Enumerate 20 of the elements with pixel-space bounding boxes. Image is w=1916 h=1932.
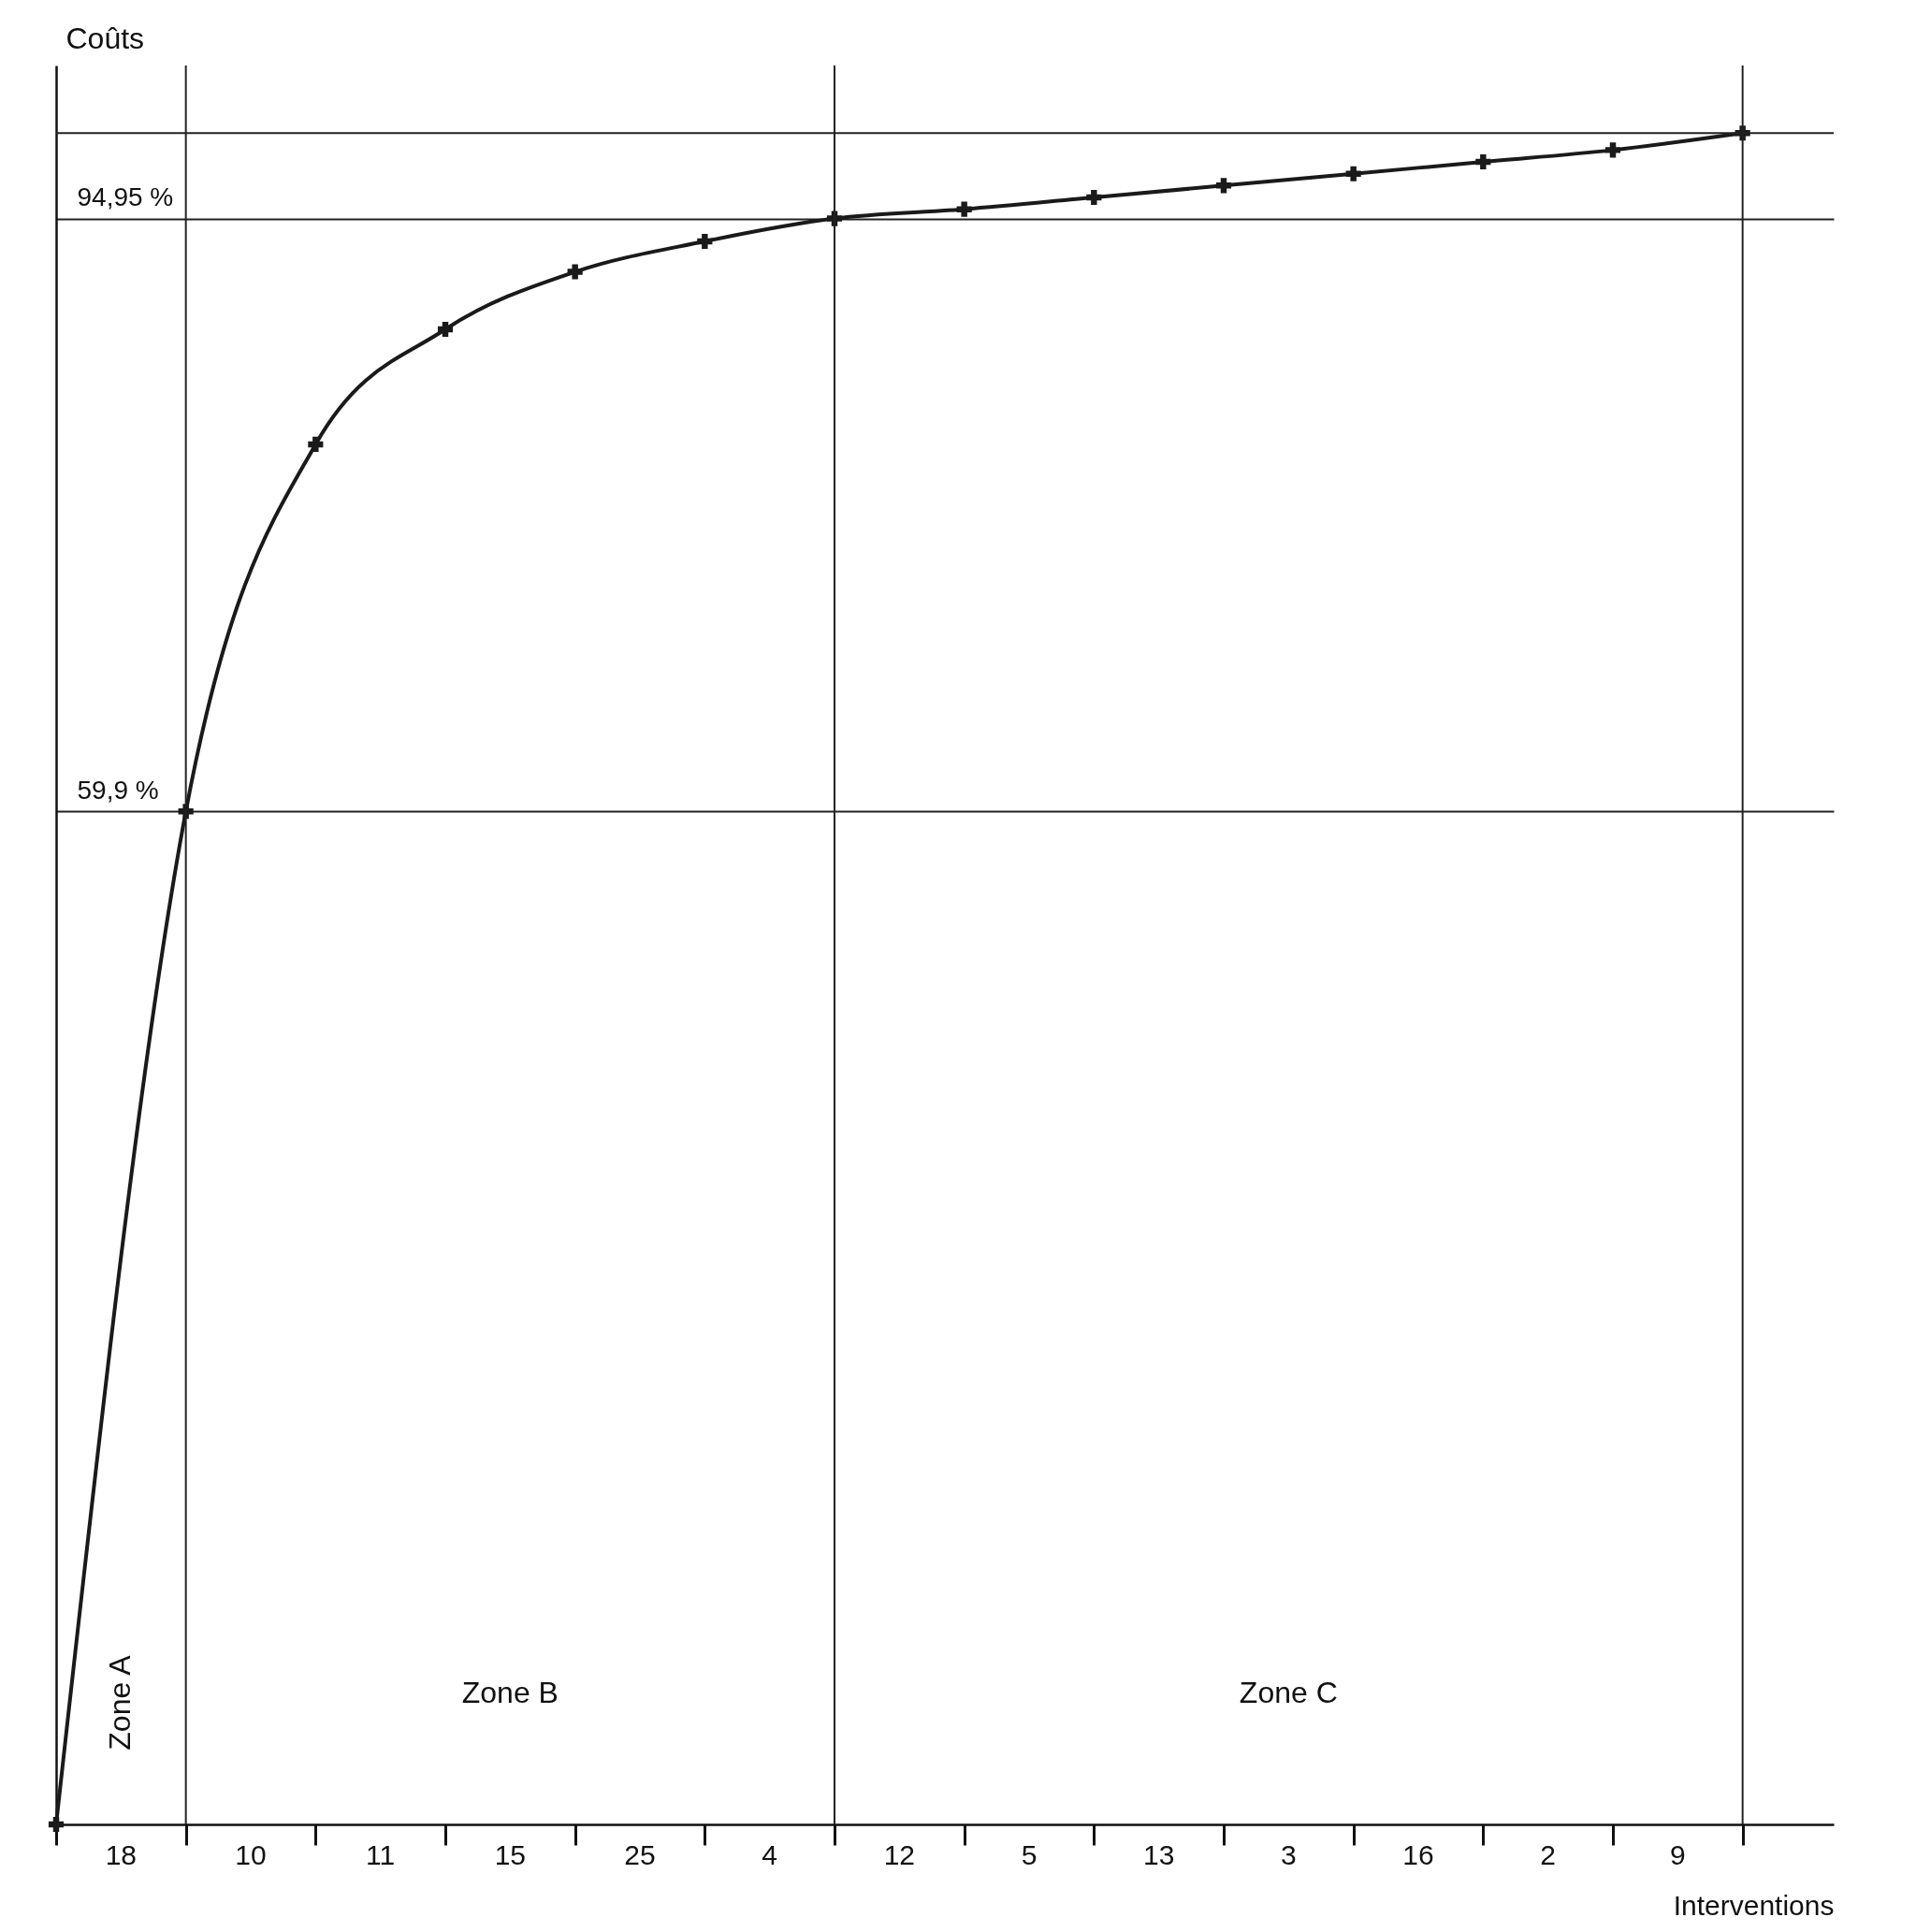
text: 4: [762, 1839, 778, 1870]
annotation: Zone C: [1239, 1676, 1338, 1709]
text: 9: [1669, 1839, 1686, 1870]
y-axis-title: Coûts: [65, 21, 145, 55]
text: 11: [366, 1839, 396, 1870]
text: 16: [1402, 1839, 1434, 1870]
text: 25: [624, 1839, 656, 1870]
text: 13: [1142, 1839, 1175, 1870]
y-tick-label: 94,95 %: [77, 182, 174, 212]
annotation: Zone B: [461, 1676, 559, 1709]
annotation: Zone A: [103, 1654, 138, 1750]
text: 12: [883, 1839, 916, 1870]
text: 3: [1280, 1839, 1297, 1870]
text: 18: [105, 1839, 138, 1870]
text: 10: [235, 1839, 267, 1870]
text: 2: [1540, 1839, 1556, 1870]
text: 15: [494, 1839, 527, 1870]
y-tick-label: 59,9 %: [77, 775, 159, 805]
text: 5: [1021, 1839, 1038, 1870]
x-axis-title: Interventions: [1673, 1889, 1835, 1921]
